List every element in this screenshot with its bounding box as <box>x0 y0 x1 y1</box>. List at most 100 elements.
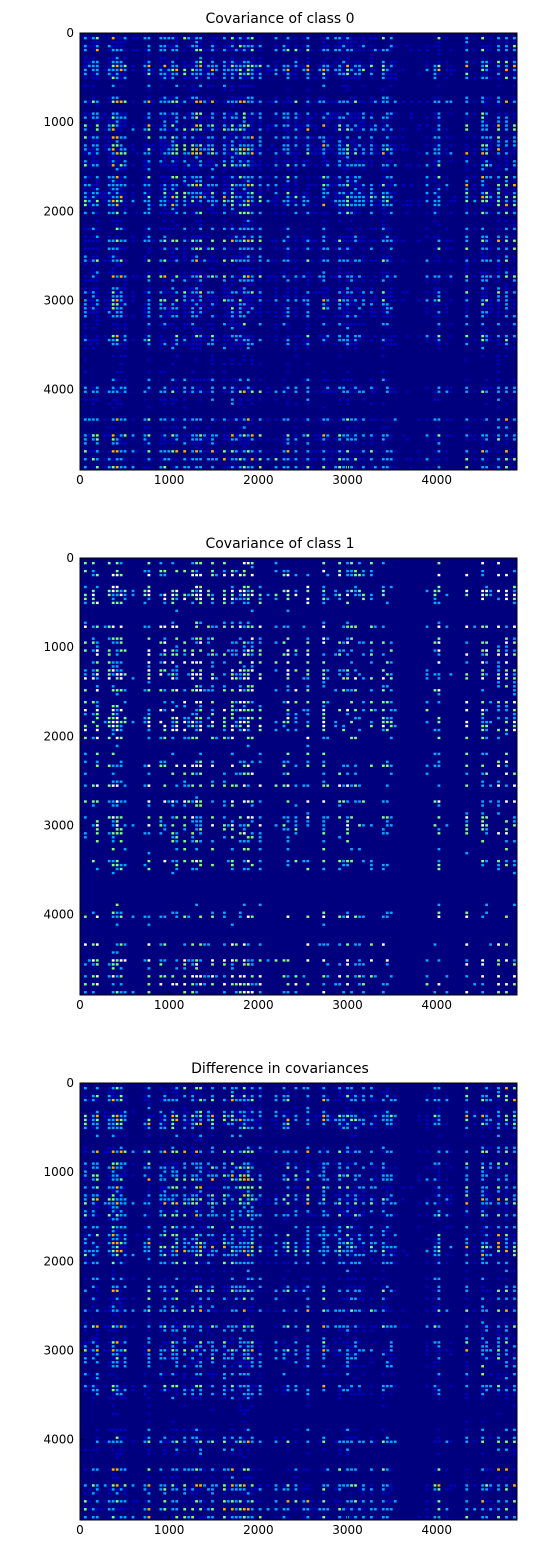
heatmap-cell <box>223 323 226 326</box>
heatmap-cell <box>314 76 318 80</box>
heatmap-cell <box>346 183 349 187</box>
heatmap-cell <box>191 458 195 461</box>
heatmap-cell <box>115 438 119 441</box>
heatmap-cell <box>322 585 326 589</box>
heatmap-cell <box>370 418 373 421</box>
heatmap-cell <box>306 291 310 294</box>
heatmap-cell <box>230 362 234 366</box>
heatmap-cell <box>191 259 195 262</box>
heatmap-cell <box>159 291 163 294</box>
heatmap-cell <box>143 601 147 605</box>
heatmap-cell <box>505 259 508 262</box>
heatmap-cell <box>258 661 262 664</box>
heatmap-cell <box>370 720 373 724</box>
heatmap-cell <box>195 148 198 151</box>
heatmap-cell <box>95 124 99 127</box>
heatmap-cell <box>294 140 298 143</box>
heatmap-cell <box>230 191 234 195</box>
heatmap-cell <box>107 195 111 199</box>
heatmap-cell <box>83 128 87 131</box>
heatmap-cell <box>485 211 488 215</box>
heatmap-cell <box>223 211 226 215</box>
heatmap-cell <box>159 641 163 644</box>
heatmap-cell <box>485 140 488 143</box>
heatmap-cell <box>211 685 214 688</box>
heatmap-cell <box>286 279 290 282</box>
heatmap-cell <box>163 287 167 290</box>
heatmap-cell <box>83 585 87 589</box>
heatmap-cell <box>274 669 278 672</box>
heatmap-cell <box>226 195 230 199</box>
heatmap-cell <box>147 358 151 362</box>
heatmap-cell <box>147 227 151 231</box>
heatmap-cell <box>250 279 254 282</box>
heatmap-cell <box>159 247 163 250</box>
heatmap-cell <box>107 44 111 48</box>
heatmap-cell <box>123 191 127 195</box>
heatmap-cell <box>274 72 278 76</box>
heatmap-cell <box>195 259 198 262</box>
heatmap-cell <box>111 84 115 88</box>
heatmap-cell <box>187 299 191 302</box>
heatmap-cell <box>95 673 99 676</box>
heatmap-cell <box>326 235 330 238</box>
heatmap-cell <box>465 36 469 40</box>
heatmap-cell <box>95 120 99 123</box>
heatmap-cell <box>175 458 179 461</box>
heatmap-cell <box>513 203 516 207</box>
heatmap-cell <box>199 649 202 652</box>
heatmap-cell <box>318 434 322 437</box>
heatmap-cell <box>485 641 488 644</box>
heatmap-cell <box>417 128 421 131</box>
heatmap-cell <box>143 720 147 724</box>
heatmap-cell <box>322 64 326 68</box>
heatmap-cell <box>183 597 187 601</box>
heatmap-cell <box>497 211 500 215</box>
heatmap-cell <box>258 295 262 298</box>
heatmap-cell <box>234 438 238 441</box>
heatmap-cell <box>159 227 163 231</box>
heatmap-cell <box>195 128 198 131</box>
heatmap-cell <box>370 187 373 191</box>
heatmap-cell <box>425 235 429 238</box>
heatmap-cell <box>83 561 87 565</box>
heatmap-cell <box>445 386 449 389</box>
heatmap-cell <box>191 96 195 99</box>
heatmap-cell <box>246 307 250 310</box>
heatmap-cell <box>433 438 437 441</box>
heatmap-cell <box>95 728 99 732</box>
heatmap-cell <box>274 326 278 330</box>
heatmap-cell <box>381 148 385 151</box>
heatmap-cell <box>111 342 115 346</box>
heatmap-cell <box>211 120 214 123</box>
heatmap-cell <box>223 44 226 48</box>
heatmap-cell <box>489 303 492 306</box>
heatmap-cell <box>83 124 87 127</box>
heatmap-cell <box>358 458 361 461</box>
heatmap-cell <box>354 235 357 238</box>
heatmap-cell <box>230 120 234 123</box>
heatmap-cell <box>167 673 171 676</box>
heatmap-cell <box>322 179 326 183</box>
heatmap-cell <box>131 48 135 52</box>
heatmap-cell <box>87 311 91 314</box>
heatmap-cell <box>111 136 115 139</box>
heatmap-cell <box>381 247 385 250</box>
heatmap-cell <box>505 195 508 199</box>
heatmap-cell <box>258 418 262 421</box>
heatmap-cell <box>207 299 210 302</box>
heatmap-cell <box>254 148 258 151</box>
heatmap-cell <box>389 48 393 52</box>
heatmap-cell <box>211 438 214 441</box>
heatmap-cell <box>322 681 326 684</box>
heatmap-cell <box>115 307 119 310</box>
heatmap-cell <box>230 466 234 469</box>
heatmap-cell <box>354 593 357 597</box>
heatmap-cell <box>385 116 389 119</box>
heatmap-cell <box>389 641 393 644</box>
heatmap-cell <box>171 677 175 680</box>
heatmap-cell <box>115 589 119 593</box>
heatmap-cell <box>83 625 87 628</box>
heatmap-cell <box>373 418 377 421</box>
heatmap-cell <box>163 64 167 68</box>
